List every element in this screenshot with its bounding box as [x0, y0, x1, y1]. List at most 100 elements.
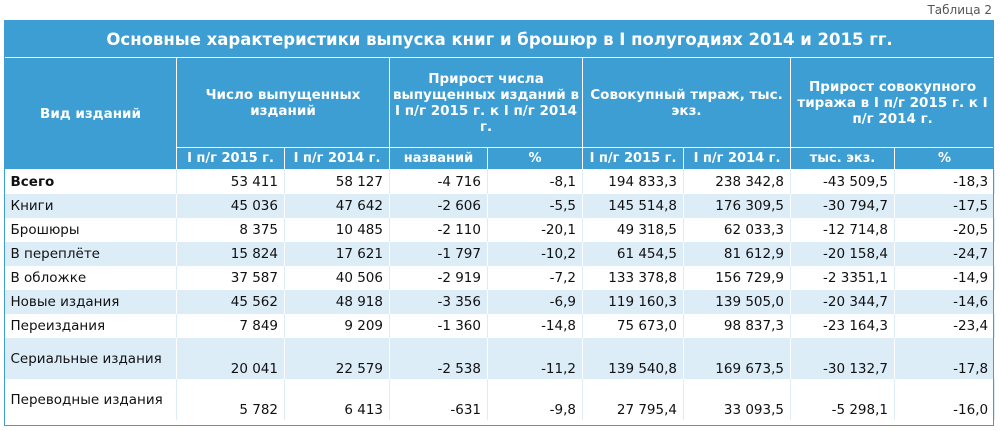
- cell: 61 454,5: [582, 242, 684, 266]
- subheader: I п/г 2014 г.: [284, 147, 390, 170]
- cell: 22 579: [284, 338, 390, 379]
- table-row: Брошюры 8 375 10 485 -2 110 -20,1 49 318…: [4, 218, 996, 242]
- cell: -1 797: [389, 242, 488, 266]
- cell: 10 485: [284, 218, 390, 242]
- row-label: Переиздания: [4, 314, 177, 338]
- cell: -23,4: [894, 314, 996, 338]
- subheader: тыс. экз.: [790, 147, 895, 170]
- cell: 81 612,9: [683, 242, 791, 266]
- cell: 7 849: [176, 314, 285, 338]
- header-kind: Вид изданий: [4, 57, 177, 170]
- cell: 15 824: [176, 242, 285, 266]
- cell: -4 716: [389, 169, 488, 194]
- cell: 27 795,4: [582, 379, 684, 420]
- row-label: Новые издания: [4, 290, 177, 314]
- cell: -8,1: [487, 169, 583, 194]
- subheader: I п/г 2015 г.: [176, 147, 285, 170]
- table-row: Сериальные издания 20 041 22 579 -2 538 …: [4, 338, 996, 379]
- cell: 37 587: [176, 266, 285, 290]
- cell: 139 505,0: [683, 290, 791, 314]
- data-table-container: Основные характеристики выпуска книг и б…: [3, 20, 996, 420]
- cell: -18,3: [894, 169, 996, 194]
- row-label: Книги: [4, 194, 177, 218]
- cell: 5 782: [176, 379, 285, 420]
- table-row: Новые издания 45 562 48 918 -3 356 -6,9 …: [4, 290, 996, 314]
- header-growth-count: Прирост числа выпущенных изданий в I п/г…: [389, 57, 583, 148]
- cell: -10,2: [487, 242, 583, 266]
- table-row: Переводные издания 5 782 6 413 -631 -9,8…: [4, 379, 996, 420]
- header-circulation: Совокупный тираж, тыс. экз.: [582, 57, 791, 148]
- row-label: Всего: [4, 169, 177, 194]
- cell: 33 093,5: [683, 379, 791, 420]
- cell: -2 919: [389, 266, 488, 290]
- row-label: Сериальные издания: [4, 338, 177, 379]
- cell: -24,7: [894, 242, 996, 266]
- cell: 9 209: [284, 314, 390, 338]
- cell: 145 514,8: [582, 194, 684, 218]
- cell: 139 540,8: [582, 338, 684, 379]
- cell: -2 3351,1: [790, 266, 895, 290]
- cell: 98 837,3: [683, 314, 791, 338]
- cell: -14,8: [487, 314, 583, 338]
- cell: -16,0: [894, 379, 996, 420]
- table-row: Переиздания 7 849 9 209 -1 360 -14,8 75 …: [4, 314, 996, 338]
- cell: -2 606: [389, 194, 488, 218]
- cell: -14,9: [894, 266, 996, 290]
- cell: -9,8: [487, 379, 583, 420]
- table-number: Таблица 2: [927, 3, 992, 17]
- cell: -30 794,7: [790, 194, 895, 218]
- cell: -17,5: [894, 194, 996, 218]
- row-label: Брошюры: [4, 218, 177, 242]
- cell: 169 673,5: [683, 338, 791, 379]
- cell: -12 714,8: [790, 218, 895, 242]
- cell: -2 538: [389, 338, 488, 379]
- cell: -23 164,3: [790, 314, 895, 338]
- cell: 119 160,3: [582, 290, 684, 314]
- cell: -631: [389, 379, 488, 420]
- cell: -14,6: [894, 290, 996, 314]
- table-row: В обложке 37 587 40 506 -2 919 -7,2 133 …: [4, 266, 996, 290]
- cell: -17,8: [894, 338, 996, 379]
- table-title: Основные характеристики выпуска книг и б…: [3, 20, 996, 58]
- subheader: названий: [389, 147, 488, 170]
- cell: 75 673,0: [582, 314, 684, 338]
- cell: -20 344,7: [790, 290, 895, 314]
- cell: -20 158,4: [790, 242, 895, 266]
- header-growth-circulation: Прирост совокупного тиража в I п/г 2015 …: [789, 57, 996, 148]
- subheader: I п/г 2015 г.: [582, 147, 684, 170]
- header-issued: Число выпущенных изданий: [176, 57, 390, 148]
- cell: -11,2: [487, 338, 583, 379]
- cell: -3 356: [389, 290, 488, 314]
- row-label: В обложке: [4, 266, 177, 290]
- cell: 17 621: [284, 242, 390, 266]
- cell: 6 413: [284, 379, 390, 420]
- cell: -20,1: [487, 218, 583, 242]
- cell: 238 342,8: [683, 169, 791, 194]
- cell: -2 110: [389, 218, 488, 242]
- cell: -5,5: [487, 194, 583, 218]
- cell: 194 833,3: [582, 169, 684, 194]
- table-row: В переплёте 15 824 17 621 -1 797 -10,2 6…: [4, 242, 996, 266]
- cell: 20 041: [176, 338, 285, 379]
- cell: 48 918: [284, 290, 390, 314]
- cell: -1 360: [389, 314, 488, 338]
- cell: 62 033,3: [683, 218, 791, 242]
- subheader: %: [893, 147, 996, 170]
- cell: 49 318,5: [582, 218, 684, 242]
- cell: -43 509,5: [790, 169, 895, 194]
- cell: -5 298,1: [790, 379, 895, 420]
- cell: -20,5: [894, 218, 996, 242]
- cell: 40 506: [284, 266, 390, 290]
- subheader: I п/г 2014 г.: [683, 147, 791, 170]
- cell: -30 132,7: [790, 338, 895, 379]
- cell: 8 375: [176, 218, 285, 242]
- table-row: Книги 45 036 47 642 -2 606 -5,5 145 514,…: [4, 194, 996, 218]
- row-label: Переводные издания: [4, 379, 177, 420]
- cell: 45 562: [176, 290, 285, 314]
- cell: 176 309,5: [683, 194, 791, 218]
- subheader: %: [487, 147, 583, 170]
- cell: -6,9: [487, 290, 583, 314]
- cell: 53 411: [176, 169, 285, 194]
- data-table: Основные характеристики выпуска книг и б…: [3, 20, 996, 420]
- cell: 47 642: [284, 194, 390, 218]
